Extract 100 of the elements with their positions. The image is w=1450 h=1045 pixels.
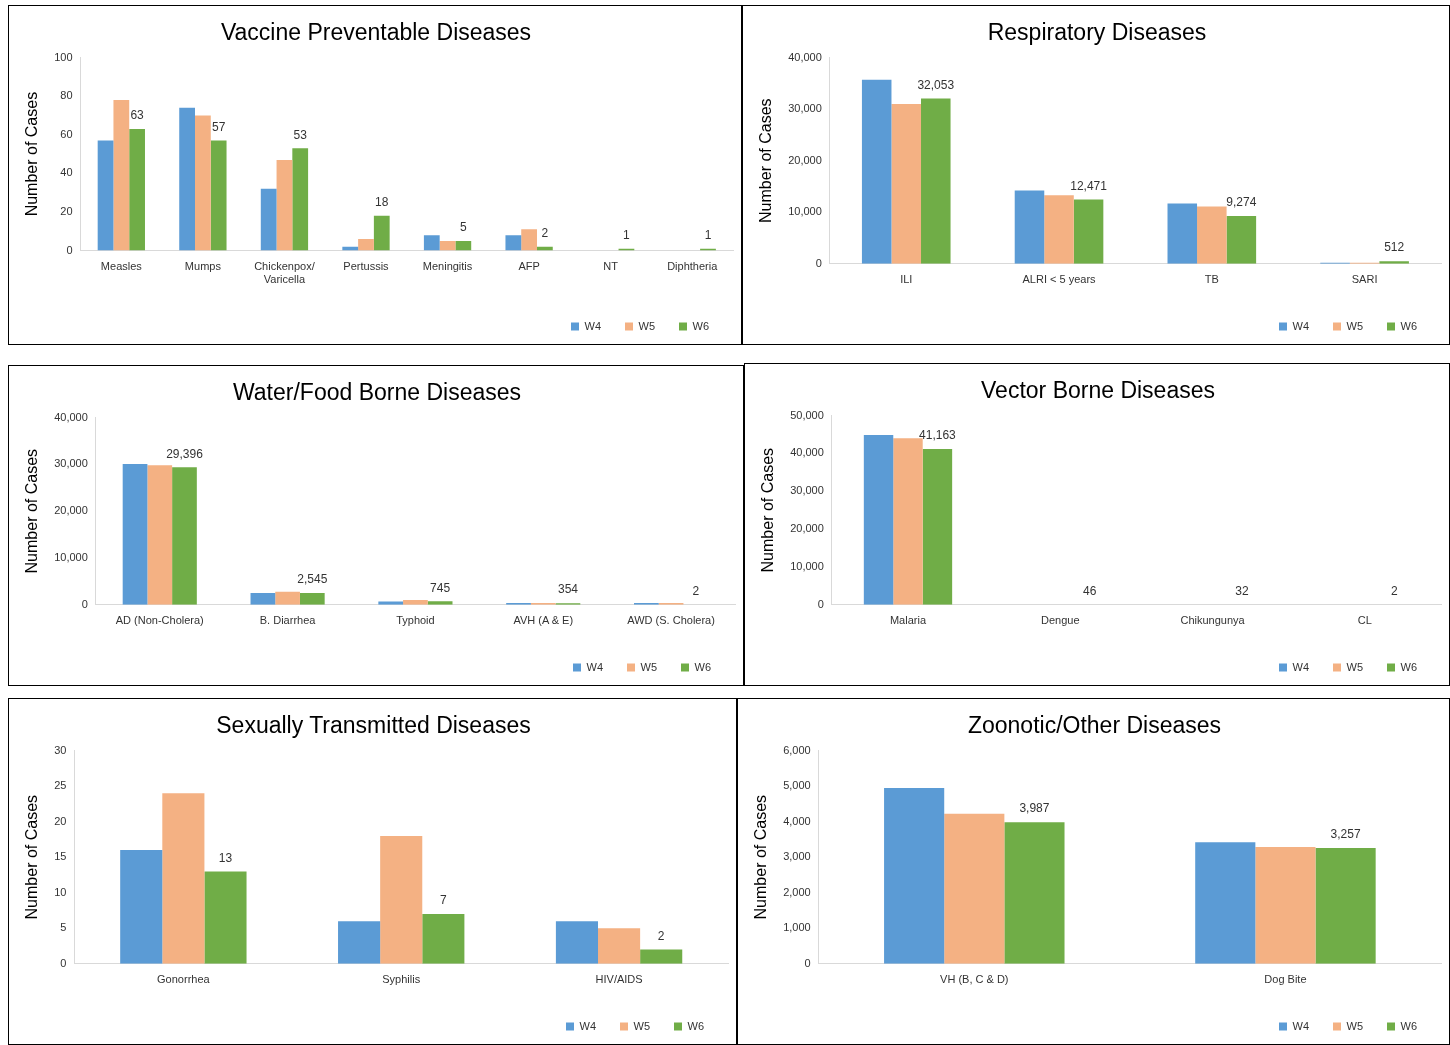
- bar: [373, 215, 390, 251]
- y-tick-label: 20,000: [790, 522, 824, 535]
- data-label: 18: [375, 195, 389, 210]
- x-tick-label: Malaria: [889, 614, 927, 627]
- legend-label: W6: [694, 660, 711, 673]
- bar: [210, 140, 227, 251]
- y-tick-label: 0: [60, 956, 67, 969]
- bar: [276, 159, 293, 251]
- bar: [921, 98, 951, 264]
- chart-title: Respiratory Diseases: [987, 19, 1207, 46]
- data-label: 2: [657, 928, 665, 943]
- legend-label: W4: [1292, 319, 1309, 332]
- bar: [338, 921, 381, 964]
- bar: [422, 914, 465, 964]
- legend-label: W4: [1292, 660, 1309, 673]
- bar: [1073, 199, 1104, 264]
- legend-label: W5: [1346, 1019, 1363, 1032]
- legend-label: W6: [687, 1019, 704, 1032]
- data-label: 32: [1235, 583, 1249, 598]
- y-tick-label: 30,000: [54, 457, 88, 470]
- data-label: 512: [1384, 240, 1405, 255]
- x-tick-label: Dog Bite: [1264, 973, 1307, 986]
- bar: [944, 813, 1005, 964]
- bar: [250, 593, 276, 605]
- x-tick-label: SARI: [1351, 273, 1378, 286]
- bar: [555, 921, 599, 964]
- bar: [598, 928, 641, 964]
- legend-label: W5: [1346, 660, 1363, 673]
- bar: [1004, 822, 1065, 964]
- bar: [380, 835, 423, 964]
- chart-title: Water/Food Borne Diseases: [232, 379, 522, 406]
- x-tick-label: AFP: [518, 260, 540, 273]
- bar: [1044, 195, 1074, 264]
- bar: [884, 787, 945, 964]
- y-tick-label: 20: [54, 814, 67, 827]
- x-tick-label: Typhoid: [396, 614, 435, 627]
- y-tick-label: 30,000: [790, 484, 824, 497]
- bar: [1014, 190, 1045, 264]
- y-tick-label: 40: [60, 166, 73, 179]
- chart-title: Vector Borne Diseases: [981, 377, 1215, 404]
- y-axis-title: Number of Cases: [23, 794, 41, 920]
- bar: [97, 140, 114, 251]
- bar: [891, 104, 922, 264]
- legend-label: W6: [1400, 319, 1417, 332]
- bar: [179, 107, 195, 251]
- x-tick-label: AWD (S. Cholera): [627, 614, 715, 627]
- bar: [1255, 846, 1316, 964]
- chart-title: Zoonotic/Other Diseases: [967, 712, 1222, 739]
- y-tick-label: 0: [66, 243, 73, 256]
- bar: [1315, 848, 1376, 964]
- y-tick-label: 0: [817, 597, 824, 610]
- data-label: 1: [704, 227, 712, 242]
- y-axis-title: Number of Cases: [757, 98, 775, 223]
- legend-label: W5: [633, 1019, 650, 1032]
- bar: [455, 240, 472, 251]
- x-tick-label: Measles: [100, 260, 143, 273]
- bar: [521, 229, 537, 251]
- y-tick-label: 60: [60, 127, 73, 140]
- x-tick-label: B. Diarrhea: [259, 614, 317, 627]
- bar: [1195, 842, 1256, 964]
- bar: [162, 793, 205, 964]
- y-tick-label: 0: [81, 597, 88, 610]
- bar: [172, 467, 197, 605]
- y-tick-label: 50,000: [790, 408, 824, 421]
- data-label: 7: [439, 893, 447, 908]
- bar: [113, 100, 130, 251]
- data-label: 9,274: [1226, 195, 1257, 210]
- x-tick-label: HIV/AIDS: [595, 973, 643, 986]
- y-tick-label: 40,000: [54, 410, 88, 423]
- x-tick-label: NT: [603, 260, 619, 273]
- x-tick-label: Meningitis: [422, 260, 473, 273]
- chart-title: Sexually Transmitted Diseases: [216, 712, 531, 739]
- bar: [423, 235, 440, 251]
- y-tick-label: 0: [815, 256, 822, 269]
- bar: [129, 129, 145, 251]
- y-tick-label: 5,000: [783, 779, 811, 792]
- y-tick-label: 1,000: [783, 921, 811, 934]
- bar: [120, 850, 163, 964]
- y-tick-label: 0: [804, 956, 811, 969]
- y-tick-label: 15: [54, 850, 67, 863]
- y-tick-label: 30,000: [788, 102, 822, 115]
- legend-label: W5: [1346, 319, 1363, 332]
- data-label: 41,163: [919, 428, 957, 443]
- legend-label: W6: [1400, 1019, 1417, 1032]
- legend-label: W4: [584, 319, 601, 332]
- data-label: 2: [692, 584, 700, 599]
- y-axis-title: Number of Cases: [759, 447, 777, 573]
- data-label: 2,545: [297, 572, 328, 587]
- bar: [861, 79, 892, 264]
- x-tick-label: TB: [1204, 273, 1219, 286]
- bar: [1167, 203, 1198, 264]
- y-tick-label: 6,000: [783, 743, 811, 756]
- data-label: 63: [130, 108, 145, 123]
- data-label: 3,257: [1330, 827, 1361, 842]
- y-tick-label: 40,000: [790, 446, 824, 459]
- bar: [204, 871, 247, 964]
- y-tick-label: 20,000: [788, 153, 822, 166]
- data-label: 29,396: [166, 446, 204, 461]
- data-label: 354: [557, 582, 579, 597]
- y-tick-label: 30: [54, 743, 67, 756]
